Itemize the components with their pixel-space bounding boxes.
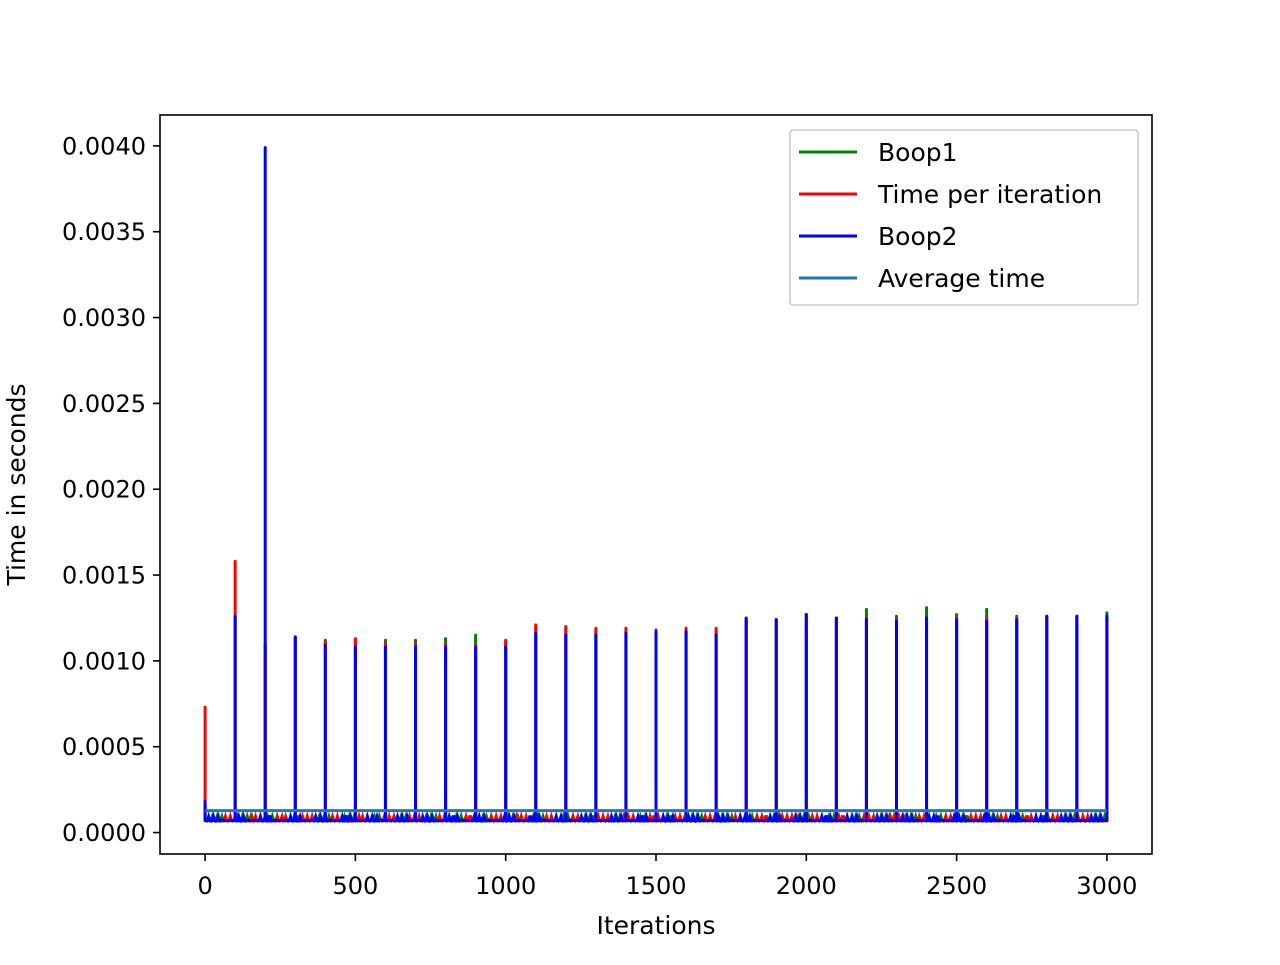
y-tick-label: 0.0005	[62, 733, 146, 761]
y-tick-label: 0.0025	[62, 390, 146, 418]
y-axis-label: Time in seconds	[2, 383, 31, 586]
series-boop2	[203, 146, 1109, 823]
x-tick-label: 1000	[475, 872, 536, 900]
legend-label: Average time	[878, 264, 1045, 293]
y-tick-label: 0.0000	[62, 819, 146, 847]
y-tick-label: 0.0020	[62, 476, 146, 504]
y-tick-label: 0.0030	[62, 304, 146, 332]
x-tick-label: 3000	[1076, 872, 1137, 900]
x-tick-label: 500	[332, 872, 378, 900]
x-axis: 0 500 1000 1500 2000 2500 3000	[197, 854, 1137, 900]
legend: Boop1 Time per iteration Boop2 Average time	[789, 129, 1139, 306]
x-tick-label: 1500	[625, 872, 686, 900]
y-tick-label: 0.0010	[62, 647, 146, 675]
legend-label: Boop1	[878, 138, 958, 167]
x-tick-label: 2500	[926, 872, 987, 900]
legend-label: Time per iteration	[877, 180, 1102, 209]
x-axis-label: Iterations	[596, 911, 715, 940]
x-tick-label: 2000	[776, 872, 837, 900]
series-layer	[203, 146, 1109, 823]
x-tick-label: 0	[197, 872, 212, 900]
legend-box	[789, 129, 1139, 306]
y-tick-label: 0.0035	[62, 218, 146, 246]
y-tick-label: 0.0015	[62, 562, 146, 590]
y-axis: 0.0000 0.0005 0.0010 0.0015 0.0020 0.0025 0.00…	[62, 132, 160, 847]
y-tick-label: 0.0040	[62, 132, 146, 160]
legend-label: Boop2	[878, 222, 958, 251]
